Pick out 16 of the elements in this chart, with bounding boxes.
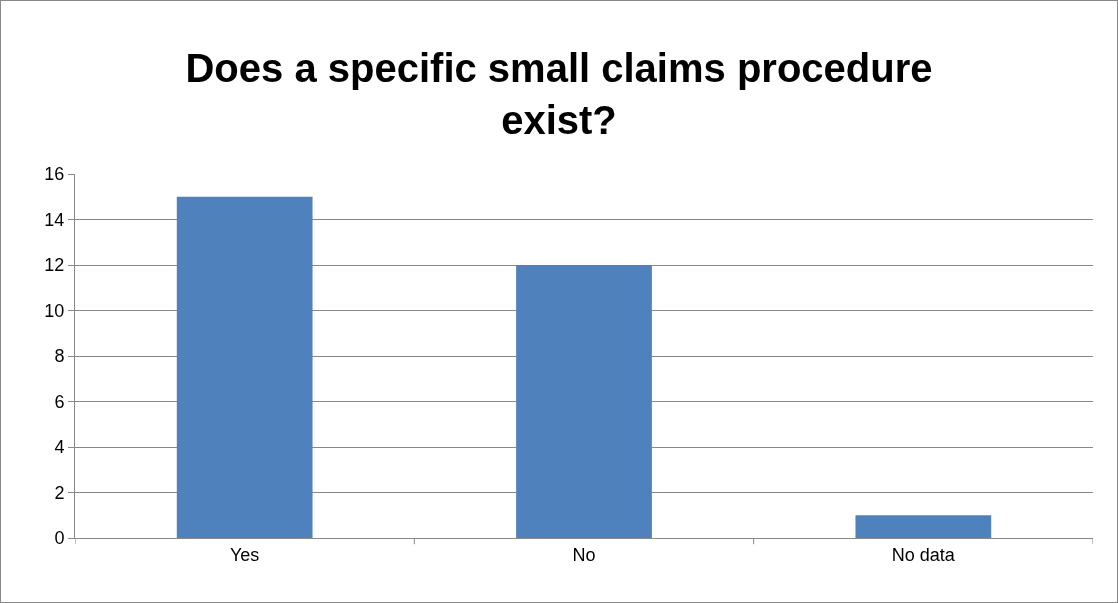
bar — [516, 265, 652, 538]
chart-title: Does a specific small claims procedure exist? — [185, 46, 933, 142]
y-tick-label: 14 — [44, 209, 65, 230]
y-tick-label: 2 — [54, 482, 65, 503]
x-tick-label: Yes — [229, 544, 260, 565]
y-tick-label: 12 — [44, 255, 65, 276]
y-tick-label: 6 — [54, 391, 65, 412]
x-tick-label: No — [572, 544, 596, 565]
y-tick-label: 16 — [44, 164, 65, 185]
y-tick-label: 10 — [44, 300, 65, 321]
y-tick-label: 0 — [54, 528, 65, 549]
bar — [855, 515, 992, 538]
bar — [176, 196, 313, 538]
y-tick-label: 4 — [54, 437, 65, 458]
x-tick-label: No data — [891, 544, 956, 565]
y-tick-label: 8 — [54, 346, 65, 367]
